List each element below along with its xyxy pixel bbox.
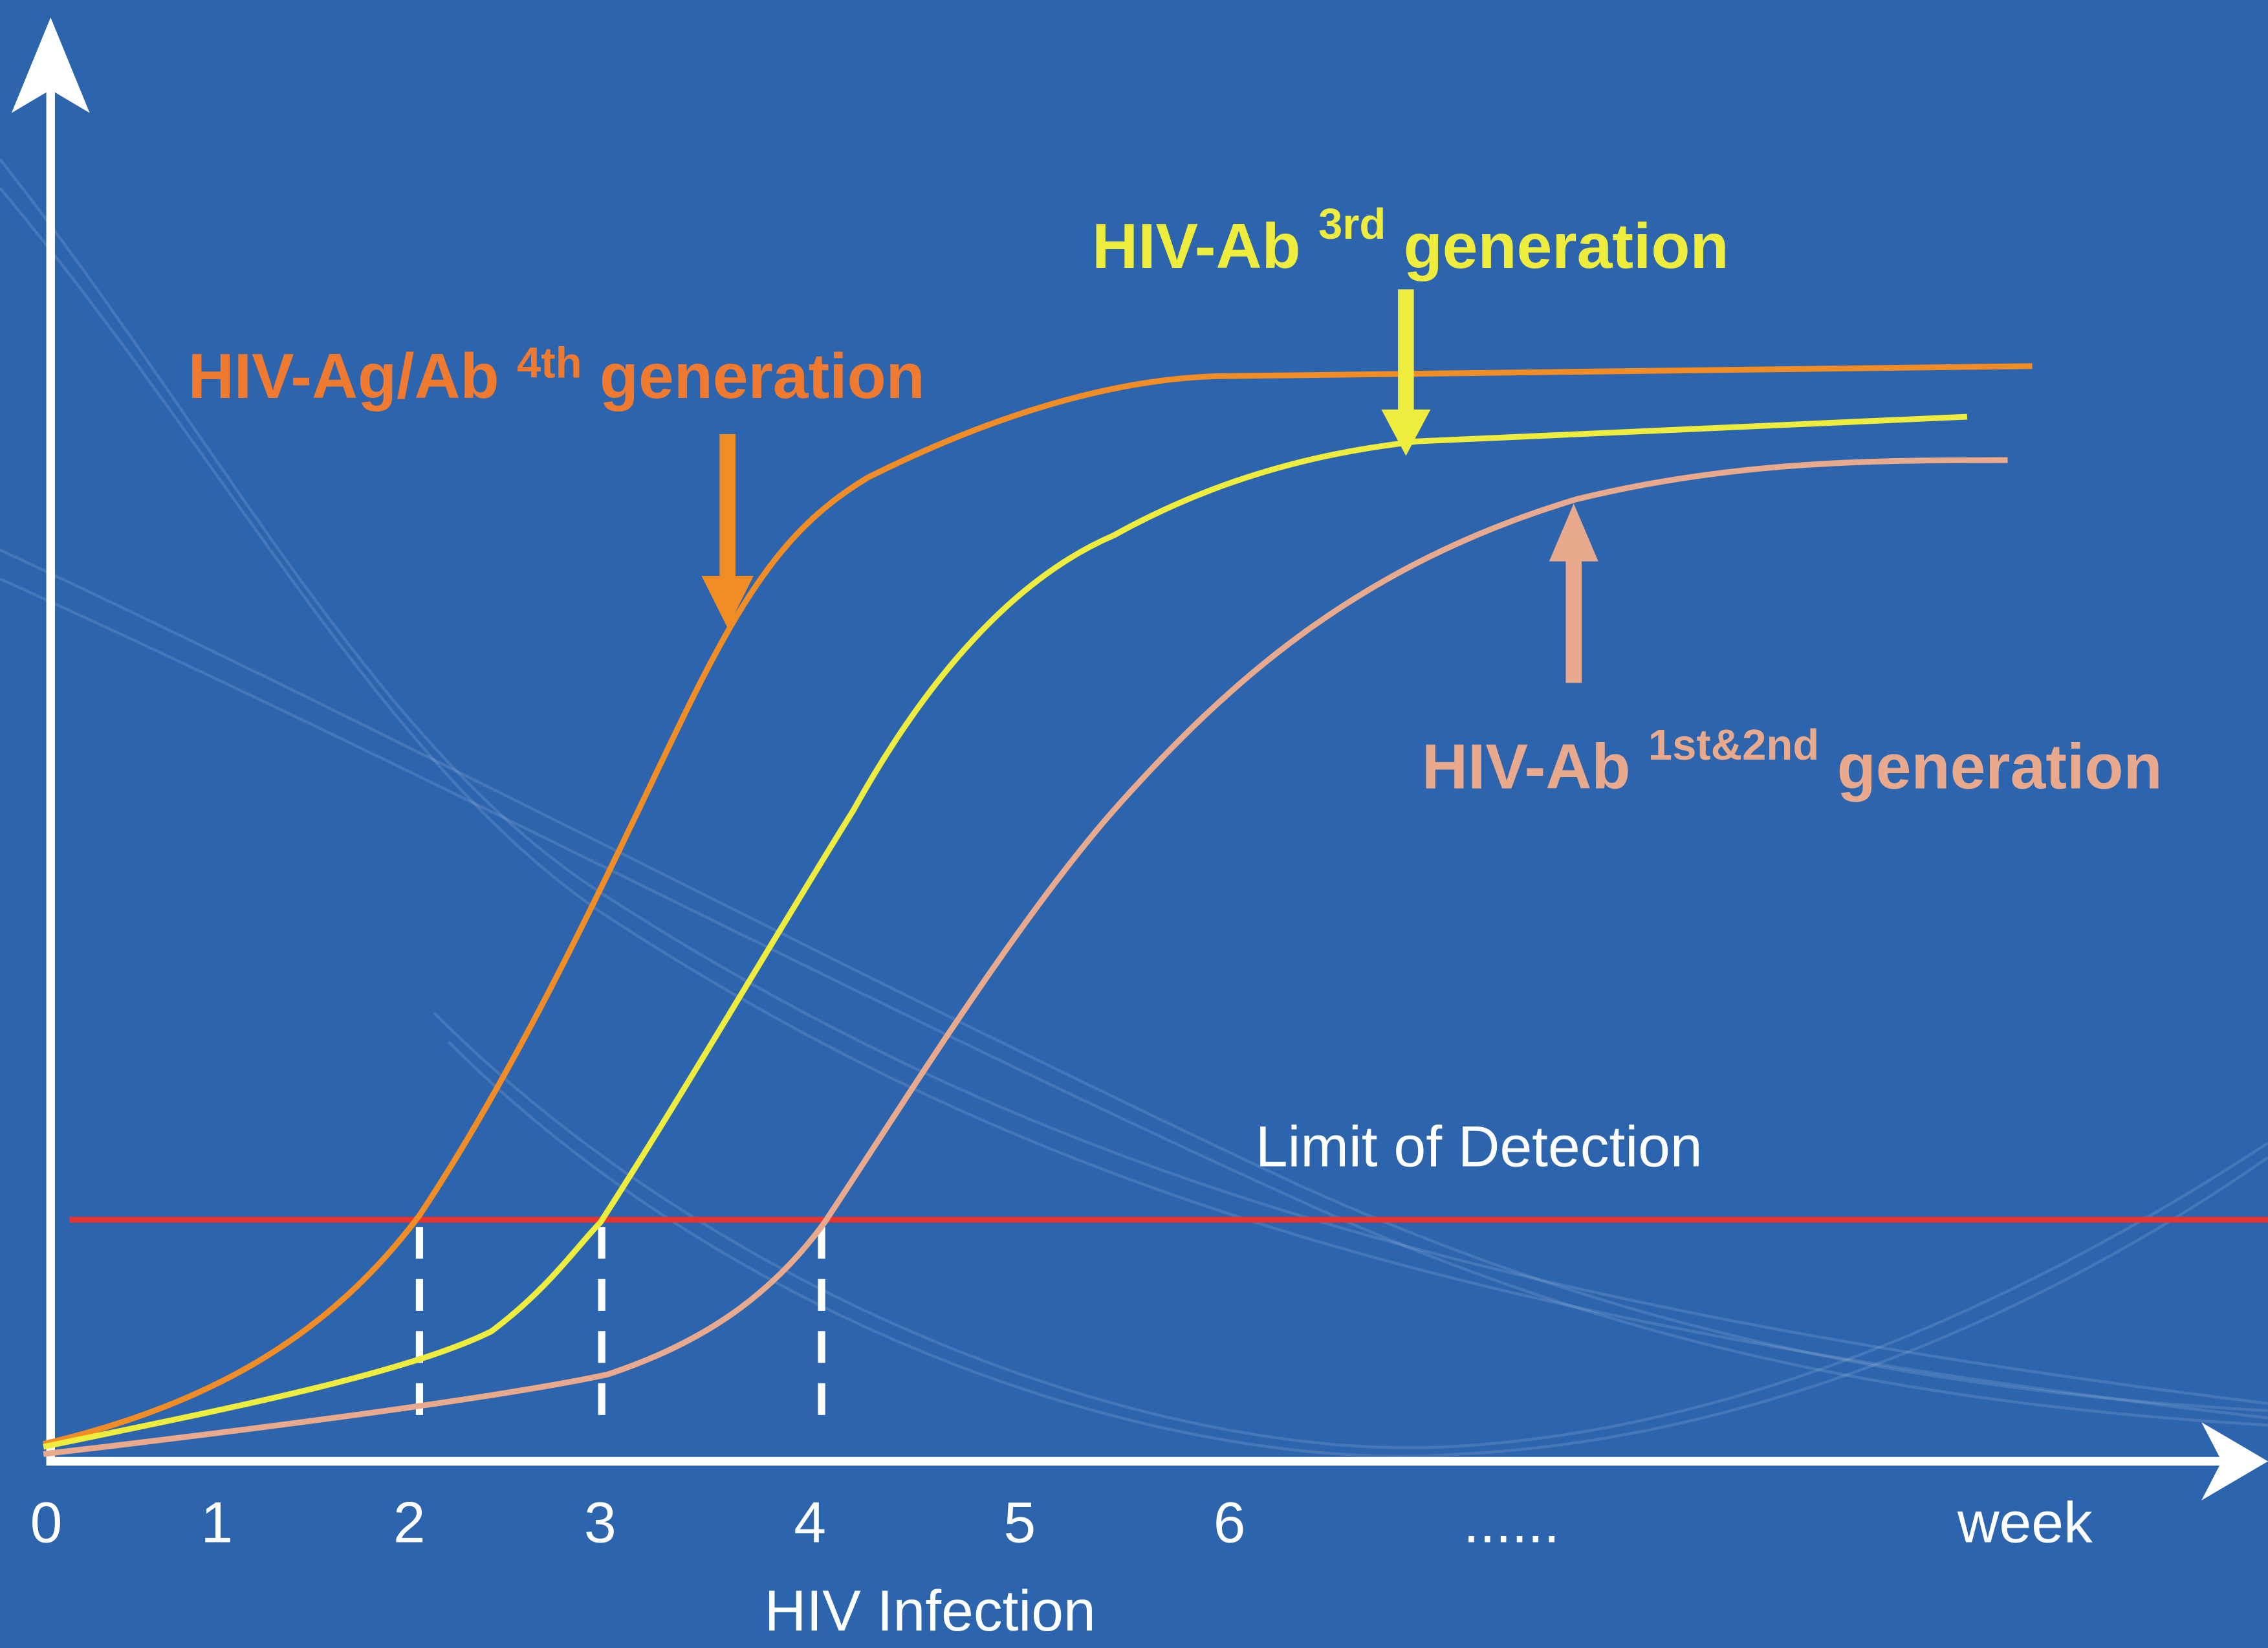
label-superscript: 3rd	[1318, 200, 1386, 248]
diagram: HIV-Ag/Ab 4th generation HIV-Ab 3rd gene…	[0, 0, 2268, 1648]
x-tick-label: 6	[1214, 1490, 1246, 1555]
x-tick-label: 3	[584, 1490, 616, 1555]
x-tick-label: 4	[794, 1490, 826, 1555]
label-suffix: generation	[600, 340, 925, 412]
label-name: HIV-Ab	[1422, 731, 1630, 802]
x-tick-label: week	[1957, 1490, 2093, 1555]
limit-label: Limit of Detection	[1256, 1114, 1703, 1178]
x-tick-label: ......	[1463, 1490, 1560, 1555]
label-name: HIV-Ag/Ab	[188, 340, 499, 412]
label-suffix: generation	[1837, 731, 2163, 802]
label-superscript: 4th	[517, 339, 582, 388]
x-tick-label: 5	[1003, 1490, 1036, 1555]
x-axis-title: HIV Infection	[765, 1578, 1096, 1643]
x-tick-label: 1	[201, 1490, 234, 1555]
label-superscript: 1st&2nd	[1648, 721, 1820, 769]
x-tick-label: 0	[30, 1490, 63, 1555]
label-suffix: generation	[1404, 210, 1729, 281]
label-name: HIV-Ab	[1092, 210, 1300, 281]
x-tick-label: 2	[393, 1490, 426, 1555]
page: {"x_axis": {"labels": ["0", "1", "2", "3…	[0, 0, 2268, 1648]
